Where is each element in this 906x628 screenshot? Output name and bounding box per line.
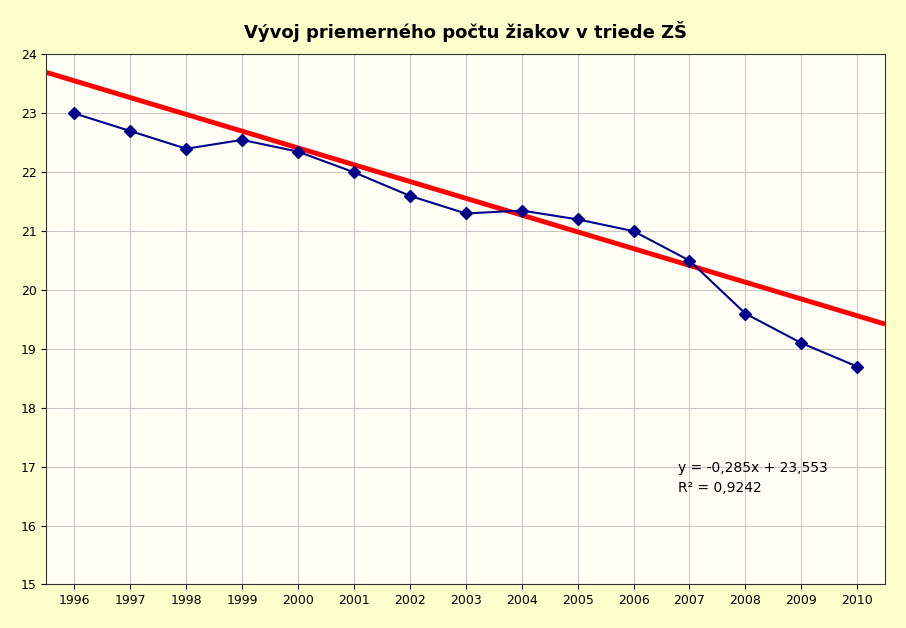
Title: Vývoj priemerného počtu žiakov v triede ZŠ: Vývoj priemerného počtu žiakov v triede … — [245, 21, 688, 42]
Text: y = -0,285x + 23,553
R² = 0,9242: y = -0,285x + 23,553 R² = 0,9242 — [679, 461, 828, 495]
